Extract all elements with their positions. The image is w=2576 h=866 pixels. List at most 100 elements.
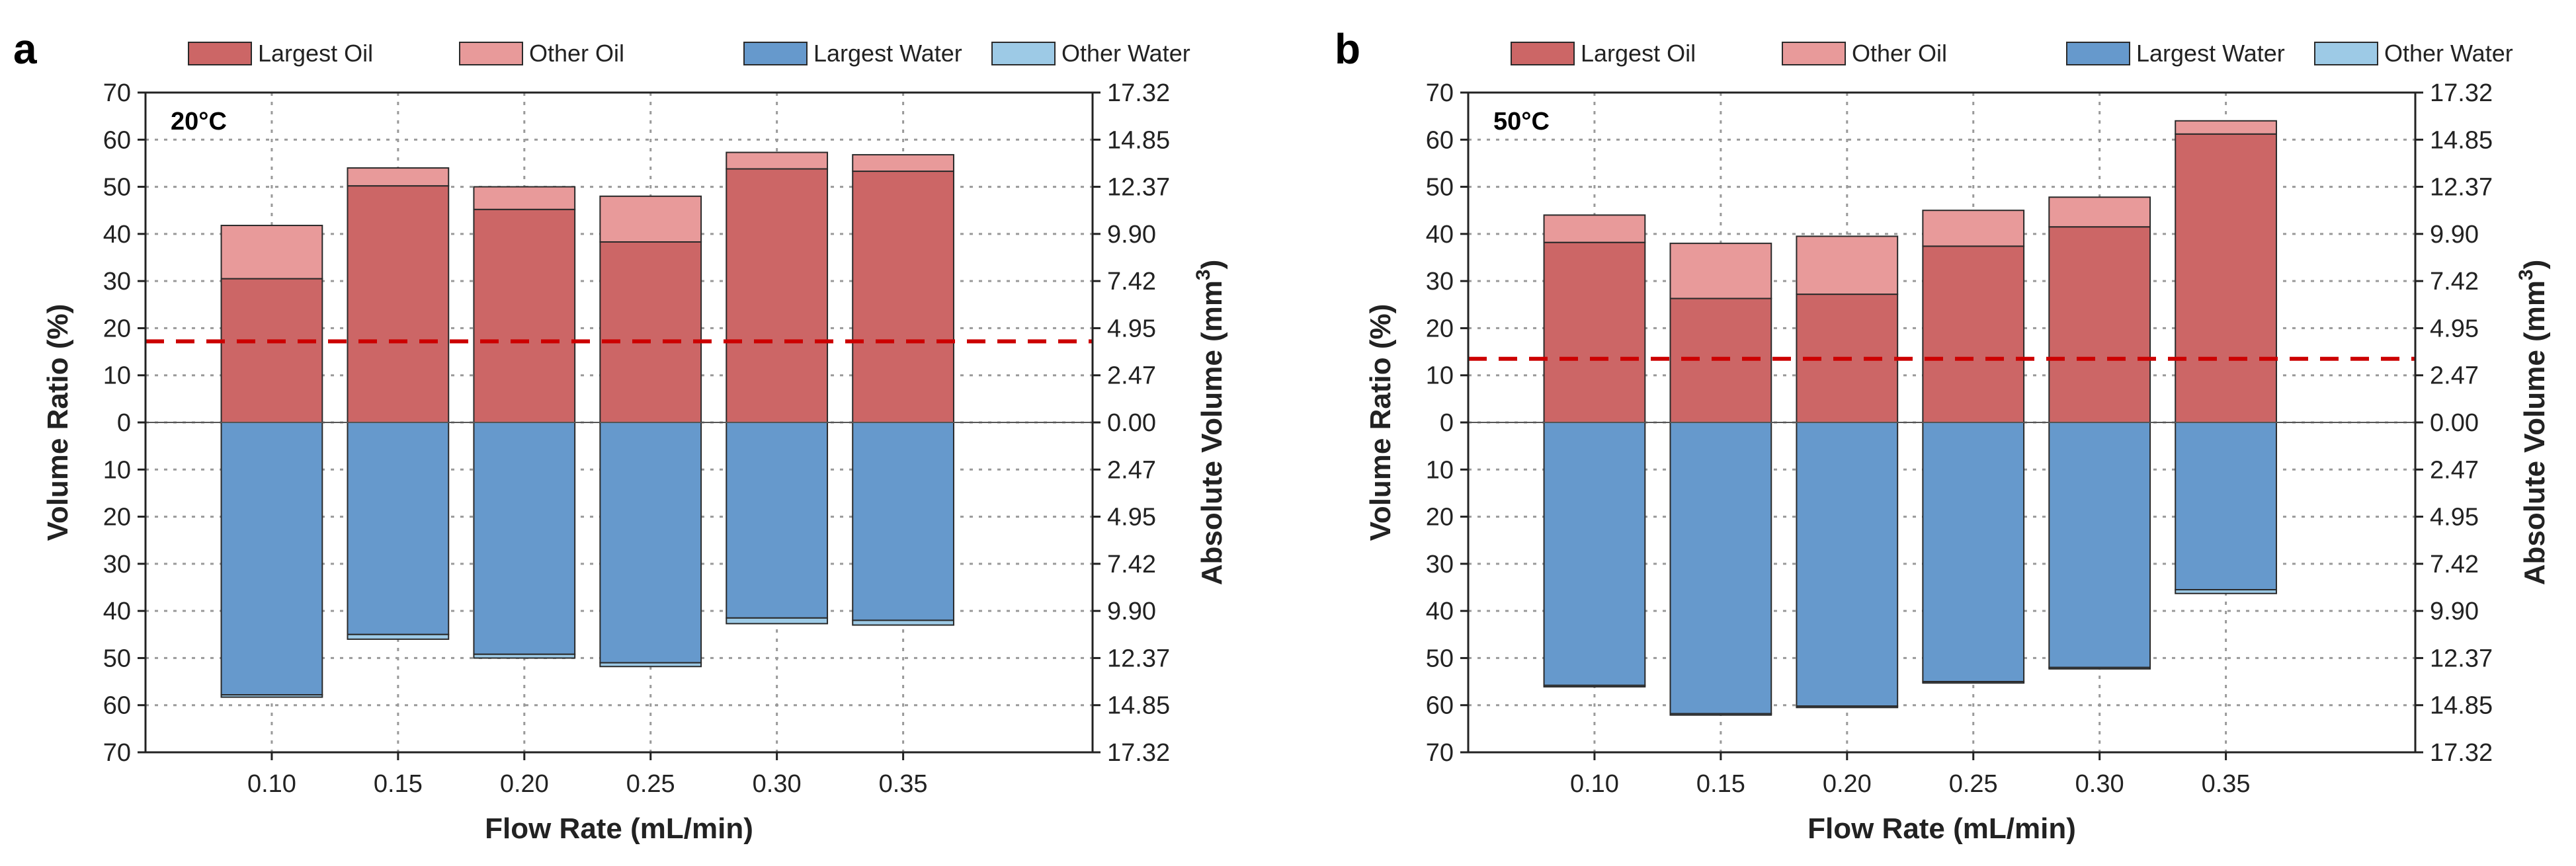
bar-largest-water-0.20 <box>1796 422 1899 707</box>
y2-tick-label: 4.95 <box>1107 315 1156 342</box>
bar-other-oil-0.15 <box>1669 243 1772 299</box>
legend-swatch-largest-water <box>743 42 808 65</box>
bar-other-oil-0.30 <box>2048 196 2151 228</box>
y-tick-label: 70 <box>1426 739 1454 767</box>
bar-other-water-0.30 <box>726 617 829 625</box>
y-tick-label: 40 <box>103 598 131 625</box>
y-tick-label: 20 <box>1426 504 1454 531</box>
y2-tick-label: 7.42 <box>1107 551 1156 578</box>
bar-largest-oil-0.15 <box>347 185 450 423</box>
chart-panel-b: b Largest Oil Other Oil Largest Water Other … <box>1335 25 2551 845</box>
y-tick-label: 10 <box>103 456 131 484</box>
y2-tick-label: 12.37 <box>1107 645 1170 672</box>
bar-largest-water-0.35 <box>2175 422 2277 591</box>
bar-other-water-0.10 <box>220 694 323 698</box>
y-tick-label: 20 <box>103 315 131 342</box>
y2-tick-label: 2.47 <box>2430 456 2479 484</box>
bar-other-water-0.15 <box>347 633 450 640</box>
y2-tick-label: 2.47 <box>1107 362 1156 390</box>
chart-panel-a: a Largest Oil Other Oil Largest Water Other … <box>13 25 1228 845</box>
bar-largest-oil-0.25 <box>599 241 702 423</box>
y-tick-label: 70 <box>1426 79 1454 107</box>
bar-largest-water-0.35 <box>852 422 954 621</box>
bar-other-oil-0.10 <box>220 225 323 280</box>
y2-tick-label: 17.32 <box>1107 79 1170 107</box>
y2-tick-label: 14.85 <box>1107 692 1170 720</box>
legend-swatch-largest-oil <box>1511 42 1575 65</box>
x-tick-label: 0.30 <box>753 770 802 798</box>
bar-other-oil-0.35 <box>852 154 954 173</box>
bar-other-oil-0.25 <box>599 195 702 243</box>
bar-other-water-0.35 <box>2175 589 2277 594</box>
legend-swatch-other-oil <box>1782 42 1846 65</box>
bar-largest-water-0.10 <box>1543 422 1646 686</box>
y2-tick-label: 9.90 <box>2430 221 2479 249</box>
y2-tick-label: 4.95 <box>2430 315 2479 342</box>
bar-other-water-0.20 <box>473 653 576 659</box>
x-tick-label: 0.15 <box>1696 770 1745 798</box>
temperature-label: 50°C <box>1493 108 1550 136</box>
y-tick-label: 50 <box>103 645 131 672</box>
x-tick-label: 0.25 <box>1949 770 1998 798</box>
legend-swatch-largest-water <box>2066 42 2130 65</box>
y2-tick-label: 14.85 <box>1107 126 1170 154</box>
legend-swatch-largest-oil <box>188 42 252 65</box>
y2-tick-label: 4.95 <box>1107 504 1156 531</box>
y2-tick-label: 12.37 <box>2430 174 2493 202</box>
y-tick-label: 30 <box>1426 551 1454 578</box>
y2-axis-title-superscript: 3 <box>2515 269 2537 280</box>
y2-tick-label: 9.90 <box>1107 598 1156 625</box>
bar-largest-water-0.15 <box>347 422 450 635</box>
legend-label-other-water: Other Water <box>2384 40 2513 67</box>
x-tick-label: 0.10 <box>1570 770 1619 798</box>
bar-other-oil-0.15 <box>347 167 450 187</box>
legend: Largest Oil Other Oil Largest Water Other W… <box>188 40 1190 67</box>
temperature-label: 20°C <box>171 108 227 136</box>
y2-tick-label: 7.42 <box>1107 268 1156 295</box>
y-tick-label: 30 <box>1426 268 1454 295</box>
y-tick-label: 30 <box>103 551 131 578</box>
bar-other-water-0.35 <box>852 619 954 626</box>
y2-tick-label: 0.00 <box>1107 409 1156 437</box>
y2-tick-label: 17.32 <box>2430 79 2493 107</box>
legend-label-largest-oil: Largest Oil <box>258 40 373 67</box>
bar-other-water-0.15 <box>1669 713 1772 716</box>
y-tick-label: 20 <box>103 504 131 531</box>
y-tick-label: 50 <box>1426 645 1454 672</box>
bar-largest-water-0.10 <box>220 422 323 696</box>
y-tick-label: 0 <box>1440 409 1454 437</box>
bar-largest-oil-0.20 <box>473 208 576 423</box>
y-tick-label: 60 <box>1426 692 1454 720</box>
x-tick-label: 0.30 <box>2075 770 2124 798</box>
bar-other-water-0.10 <box>1543 684 1646 688</box>
legend-swatch-other-water <box>2314 42 2378 65</box>
y-tick-label: 40 <box>1426 221 1454 249</box>
bar-largest-oil-0.30 <box>2048 226 2151 423</box>
bar-largest-oil-0.25 <box>1922 245 2025 423</box>
y2-axis-title: Absolute Volume (mm3) <box>2515 260 2551 586</box>
y-tick-label: 10 <box>103 362 131 390</box>
y2-tick-label: 2.47 <box>1107 456 1156 484</box>
x-tick-label: 0.25 <box>626 770 675 798</box>
bar-other-oil-0.10 <box>1543 214 1646 243</box>
bar-largest-oil-0.35 <box>2175 133 2277 424</box>
bar-other-water-0.25 <box>599 662 702 668</box>
legend-label-largest-oil: Largest Oil <box>1581 40 1696 67</box>
x-tick-label: 0.35 <box>2202 770 2251 798</box>
bar-other-oil-0.20 <box>1796 235 1899 295</box>
y-tick-label: 10 <box>1426 362 1454 390</box>
y-tick-label: 40 <box>103 221 131 249</box>
bar-other-water-0.30 <box>2048 666 2151 670</box>
y2-tick-label: 17.32 <box>1107 739 1170 767</box>
legend-swatch-other-oil <box>459 42 523 65</box>
y-tick-label: 20 <box>1426 315 1454 342</box>
bar-largest-water-0.15 <box>1669 422 1772 715</box>
y2-tick-label: 7.42 <box>2430 268 2479 295</box>
y-tick-label: 10 <box>1426 456 1454 484</box>
x-tick-label: 0.20 <box>500 770 549 798</box>
y2-tick-label: 9.90 <box>2430 598 2479 625</box>
y-tick-label: 70 <box>103 739 131 767</box>
bar-largest-oil-0.10 <box>1543 241 1646 423</box>
y2-axis-title-suffix: ) <box>1196 260 1228 270</box>
